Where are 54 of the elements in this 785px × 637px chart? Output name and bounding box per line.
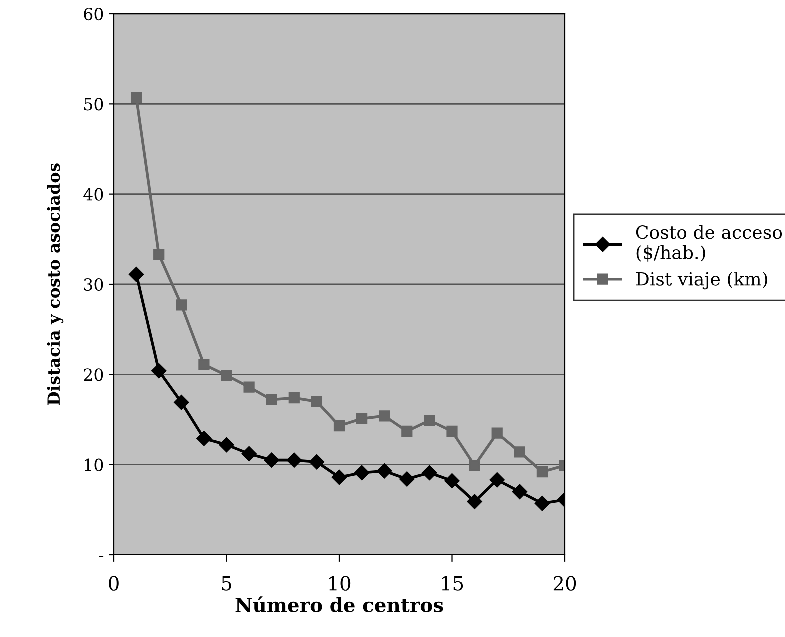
point <box>402 426 413 438</box>
point <box>400 472 415 487</box>
point <box>266 394 278 406</box>
point <box>130 92 142 104</box>
x-tick-label: 10 <box>330 576 351 591</box>
y-tick-label: 30 <box>84 278 104 292</box>
point <box>444 473 460 489</box>
point <box>311 396 323 408</box>
point <box>356 413 368 424</box>
point <box>377 464 392 479</box>
x-tick-label: 15 <box>442 576 464 591</box>
point <box>422 465 438 481</box>
x-tick-label: 20 <box>554 576 576 591</box>
point <box>469 460 480 472</box>
x-tick-label: 0 <box>109 576 119 591</box>
point <box>512 484 528 500</box>
point <box>467 494 482 510</box>
point <box>221 370 232 382</box>
point <box>492 428 503 439</box>
point <box>286 452 302 468</box>
y-tick-label: 40 <box>84 188 104 201</box>
point <box>174 395 190 410</box>
point <box>536 466 548 478</box>
point <box>334 420 346 432</box>
y-tick-label: 10 <box>85 458 104 472</box>
point <box>534 496 550 512</box>
y-tick-label: 60 <box>84 8 104 21</box>
y-tick-label: 50 <box>84 98 104 111</box>
legend-label: Costo de acceso ($/hab.) <box>636 225 782 262</box>
point <box>264 452 280 468</box>
point <box>196 431 212 446</box>
point <box>244 382 255 393</box>
y-tick-label: 20 <box>84 368 104 382</box>
x-axis-title: Número de centros <box>236 596 444 612</box>
y-tick-label: - <box>99 556 104 558</box>
point <box>198 359 210 370</box>
legend-label: Dist viaje (km) <box>636 272 768 290</box>
point <box>152 363 167 379</box>
point <box>446 426 458 438</box>
point <box>128 267 144 282</box>
point <box>154 249 165 260</box>
point <box>332 470 348 486</box>
point <box>176 300 188 311</box>
y-axis-title: Distacia y costo asociados <box>47 164 64 406</box>
point <box>354 465 370 481</box>
point <box>490 472 505 488</box>
point <box>242 446 257 462</box>
point <box>309 454 325 470</box>
point <box>219 437 234 453</box>
point <box>379 410 390 422</box>
x-tick-label: 5 <box>222 576 232 591</box>
point <box>288 392 300 404</box>
point <box>514 446 526 458</box>
point <box>424 415 436 426</box>
